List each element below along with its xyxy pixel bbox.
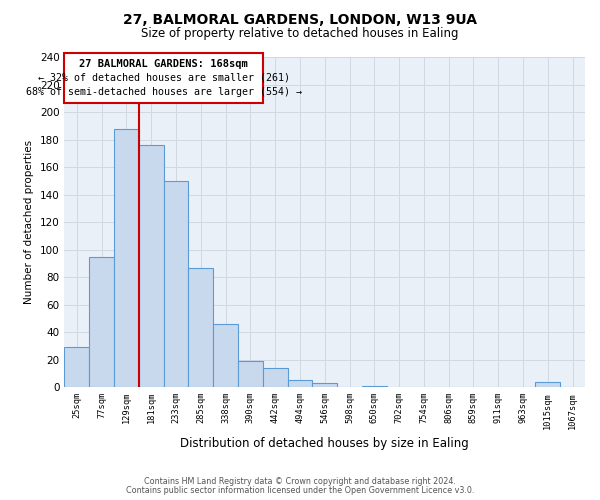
Bar <box>238 361 263 387</box>
Bar <box>89 256 114 387</box>
Bar <box>535 382 560 387</box>
Bar <box>213 324 238 387</box>
Text: Size of property relative to detached houses in Ealing: Size of property relative to detached ho… <box>141 28 459 40</box>
Y-axis label: Number of detached properties: Number of detached properties <box>24 140 34 304</box>
Text: 27, BALMORAL GARDENS, LONDON, W13 9UA: 27, BALMORAL GARDENS, LONDON, W13 9UA <box>123 12 477 26</box>
Bar <box>263 368 287 387</box>
Bar <box>362 386 386 387</box>
X-axis label: Distribution of detached houses by size in Ealing: Distribution of detached houses by size … <box>181 437 469 450</box>
FancyBboxPatch shape <box>64 53 263 102</box>
Bar <box>287 380 313 387</box>
Bar <box>64 347 89 387</box>
Bar <box>164 181 188 387</box>
Bar <box>139 145 164 387</box>
Text: 68% of semi-detached houses are larger (554) →: 68% of semi-detached houses are larger (… <box>26 86 302 97</box>
Text: Contains public sector information licensed under the Open Government Licence v3: Contains public sector information licen… <box>126 486 474 495</box>
Bar <box>188 268 213 387</box>
Text: Contains HM Land Registry data © Crown copyright and database right 2024.: Contains HM Land Registry data © Crown c… <box>144 477 456 486</box>
Bar <box>313 383 337 387</box>
Text: 27 BALMORAL GARDENS: 168sqm: 27 BALMORAL GARDENS: 168sqm <box>79 59 248 69</box>
Text: ← 32% of detached houses are smaller (261): ← 32% of detached houses are smaller (26… <box>38 73 290 83</box>
Bar <box>114 129 139 387</box>
